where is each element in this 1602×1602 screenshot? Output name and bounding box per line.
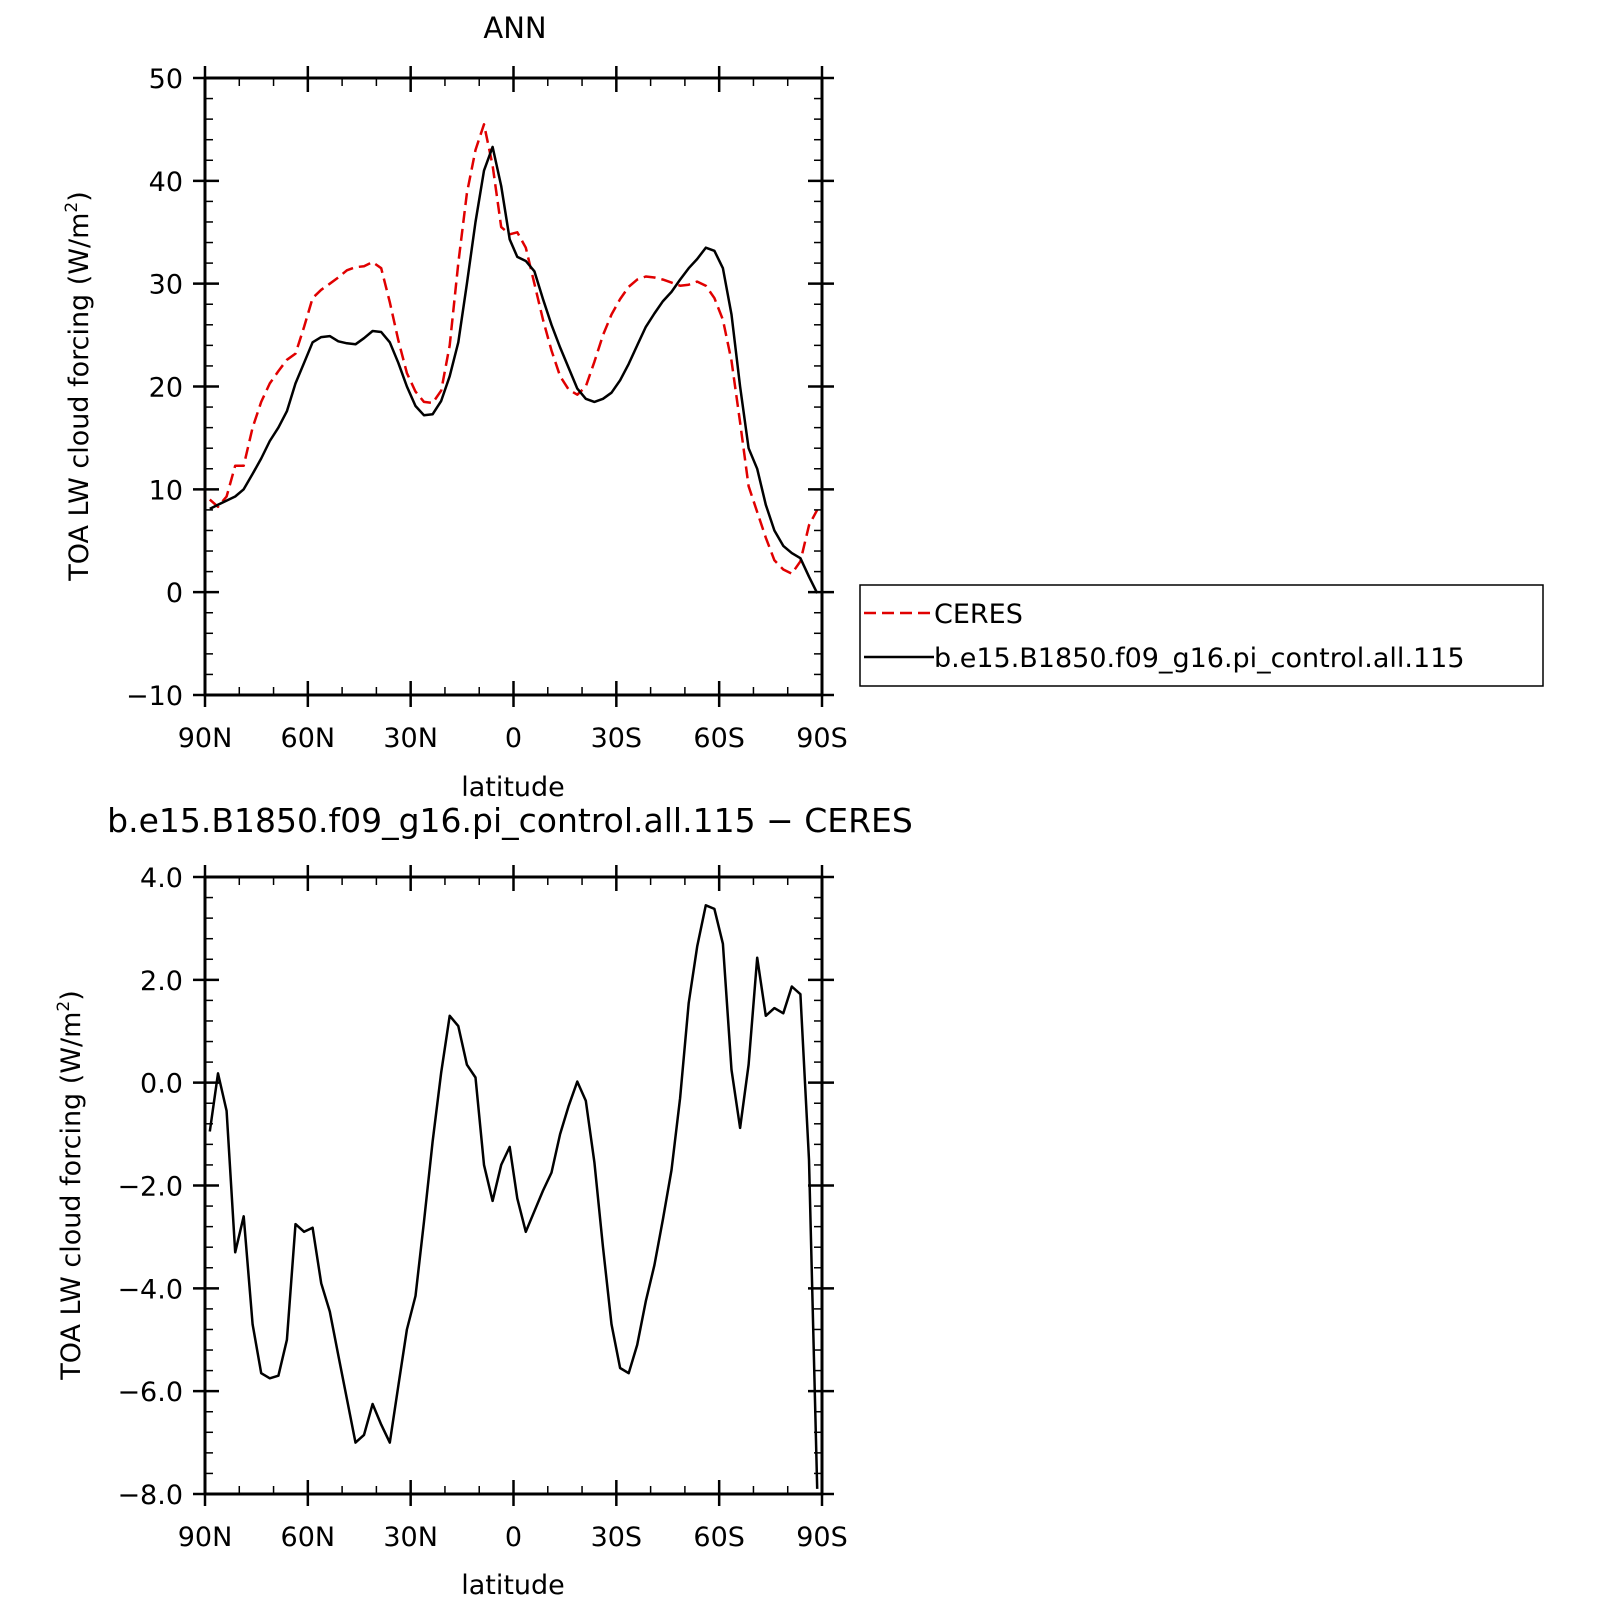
bottom-ytick-label: −4.0: [117, 1274, 183, 1305]
top-ytick-label: 30: [149, 270, 183, 301]
legend-box: [859, 584, 1544, 687]
top-xtick-label: 0: [505, 723, 522, 754]
top-plot-frame: [203, 76, 824, 697]
bottom-ytick-label: 0.0: [140, 1069, 183, 1100]
top-xtick-label: 30S: [591, 723, 643, 754]
bottom-xtick-label: 90S: [796, 1522, 848, 1553]
top-y-axis-label-sup: 2: [62, 202, 82, 213]
top-ytick-label: 20: [149, 373, 183, 404]
top-ytick-label: 40: [149, 167, 183, 198]
bottom-xtick-label: 60N: [281, 1522, 336, 1553]
bottom-xtick-label: 90N: [178, 1522, 233, 1553]
legend-label-model: b.e15.B1850.f09_g16.pi_control.all.115: [934, 643, 1465, 674]
bottom-xtick-label: 30N: [383, 1522, 438, 1553]
top-ytick-label: 10: [149, 475, 183, 506]
bottom-y-axis-label: TOA LW cloud forcing (W/m2): [54, 990, 87, 1381]
top-y-axis-label-close: ): [64, 191, 95, 202]
top-xtick-label: 90N: [178, 723, 233, 754]
top-x-axis-label: latitude: [461, 772, 565, 803]
top-y-axis-label: TOA LW cloud forcing (W/m2): [62, 191, 95, 582]
top-series-line-1: [209, 145, 819, 594]
bottom-y-axis-label-close: ): [56, 990, 87, 1001]
bottom-plot-frame: [203, 875, 824, 1496]
bottom-series-line-0: [208, 904, 819, 1489]
bottom-chart: b.e15.B1850.f09_g16.pi_control.all.115 −…: [54, 801, 913, 1601]
bottom-xtick-label: 30S: [591, 1522, 643, 1553]
bottom-chart-title: b.e15.B1850.f09_g16.pi_control.all.115 −…: [107, 801, 913, 840]
top-chart: ANN −10 0 10 20 30 40 50 90N 60N 30N 0 30S 60S 90S la…: [62, 11, 1544, 803]
bottom-ytick-label: 4.0: [140, 863, 183, 894]
bottom-xtick-label: 60S: [693, 1522, 745, 1553]
top-ytick-label: −10: [126, 681, 183, 712]
top-chart-title: ANN: [483, 11, 546, 45]
bottom-y-axis-label-sup: 2: [54, 1001, 74, 1012]
bottom-ytick-label: −6.0: [117, 1377, 183, 1408]
top-xtick-label: 60S: [693, 723, 745, 754]
top-y-axis-label-main: TOA LW cloud forcing (W/m: [64, 213, 95, 582]
bottom-ytick-label: −8.0: [117, 1480, 183, 1511]
legend: CERES b.e15.B1850.f09_g16.pi_control.all…: [859, 584, 1544, 687]
top-xtick-label: 60N: [281, 723, 336, 754]
bottom-xtick-label: 0: [505, 1522, 522, 1553]
bottom-ytick-label: −2.0: [117, 1172, 183, 1203]
top-xtick-label: 30N: [383, 723, 438, 754]
bottom-ytick-label: 2.0: [140, 966, 183, 997]
bottom-y-axis-label-main: TOA LW cloud forcing (W/m: [56, 1012, 87, 1381]
bottom-x-axis-label: latitude: [461, 1570, 565, 1601]
top-series-line-0: [208, 123, 819, 575]
top-xtick-label: 90S: [796, 723, 848, 754]
top-ytick-label: 0: [166, 578, 183, 609]
top-ytick-label: 50: [149, 64, 183, 95]
legend-label-ceres: CERES: [934, 599, 1023, 630]
